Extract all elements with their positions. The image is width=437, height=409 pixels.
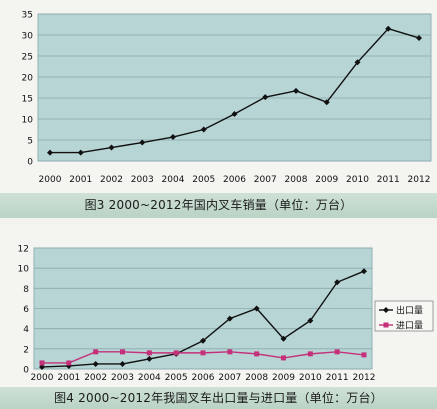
y-tick-label: 25 [22,53,33,63]
data-point [334,349,340,355]
data-point [226,315,233,322]
x-tick-label: 2000 [39,175,62,185]
data-point [354,59,361,66]
x-tick-label: 2004 [138,373,161,383]
x-tick-label: 2003 [131,175,154,185]
x-tick-label: 2011 [377,175,400,185]
x-tick-label: 2003 [111,373,134,383]
chart-title: 图4 2000~2012年我国叉车出口量与进口量（单位：万台） [54,391,383,405]
y-tick-label: 2 [23,345,29,355]
y-tick-label: 12 [18,245,29,255]
x-tick-label: 2005 [192,175,215,185]
plot-area [37,13,432,162]
legend-marker [383,322,389,328]
x-tick-label: 2010 [346,175,369,185]
y-tick-label: 8 [23,285,29,295]
data-point [200,337,206,344]
y-tick-label: 0 [27,158,33,168]
data-point [416,34,422,41]
data-point [200,126,207,133]
x-tick-label: 2001 [57,373,80,383]
data-point [323,99,330,106]
figure-4: 0 2 4 6 8 10 12 2000 2001 2002 2003 2004 2005 2006 200… [0,224,437,409]
x-tick-label: 2011 [326,373,349,383]
data-point [66,360,72,366]
data-point [361,352,367,358]
figure-3: 0 5 10 15 20 25 30 35 2000 2001 2002 2003 2004 2005 20… [0,10,437,218]
data-point [281,355,286,361]
x-tick-label: 2001 [69,175,92,185]
data-point [253,305,260,312]
data-point [334,279,341,286]
data-point [307,351,313,357]
y-tick-label: 6 [23,305,29,315]
data-point [146,350,152,356]
legend-label: 进口量 [396,321,423,332]
y-tick-label: 15 [22,95,33,105]
data-point [120,349,125,355]
data-point [93,349,99,355]
data-point [293,87,299,94]
data-point [170,134,176,141]
data-point [307,317,314,324]
data-point [108,144,115,151]
x-tick-label: 2002 [100,175,123,185]
y-tick-label: 10 [22,116,34,126]
data-point [77,149,84,156]
y-tick-label: 10 [18,265,30,275]
data-point [119,360,126,367]
y-tick-label: 0 [23,366,29,376]
x-tick-label: 2007 [254,175,277,185]
chart-title: 图3 2000~2012年国内叉车销量（单位：万台） [84,198,353,212]
data-point [173,350,179,356]
data-point [361,268,367,275]
data-point [47,149,53,156]
data-point [231,110,238,117]
x-tick-label: 2002 [84,373,107,383]
y-tick-label: 5 [27,137,33,147]
legend-label: 出口量 [396,305,423,317]
x-tick-label: 2009 [272,373,295,383]
data-point [385,25,392,32]
x-tick-label: 2004 [162,175,185,185]
data-point [200,350,206,356]
x-tick-label: 2012 [408,175,431,185]
x-tick-label: 2010 [299,373,322,383]
x-tick-label: 2009 [315,175,338,185]
legend-marker [383,307,389,313]
x-tick-label: 2005 [165,373,188,383]
x-tick-label: 2006 [192,373,215,383]
data-point [262,94,269,101]
data-point [146,355,153,362]
caption-band [0,193,437,218]
y-tick-label: 30 [22,32,34,42]
x-tick-label: 2012 [353,373,376,383]
caption-band [0,387,437,409]
x-tick-label: 2008 [285,175,308,185]
y-tick-label: 4 [23,325,29,335]
x-tick-label: 2008 [245,373,268,383]
y-tick-label: 35 [22,11,33,21]
chart-3-canvas: 0 5 10 15 20 25 30 35 2000 2001 2002 2003 2004 2005 20… [22,11,432,185]
data-point [227,349,233,355]
data-point [39,360,45,366]
x-tick-label: 2000 [31,373,54,383]
data-point [139,139,146,146]
data-point [92,360,99,367]
data-point [280,335,287,342]
x-tick-label: 2007 [218,373,241,383]
data-point [39,363,45,370]
y-tick-label: 20 [22,74,34,84]
x-tick-label: 2006 [223,175,246,185]
data-point [254,351,260,357]
